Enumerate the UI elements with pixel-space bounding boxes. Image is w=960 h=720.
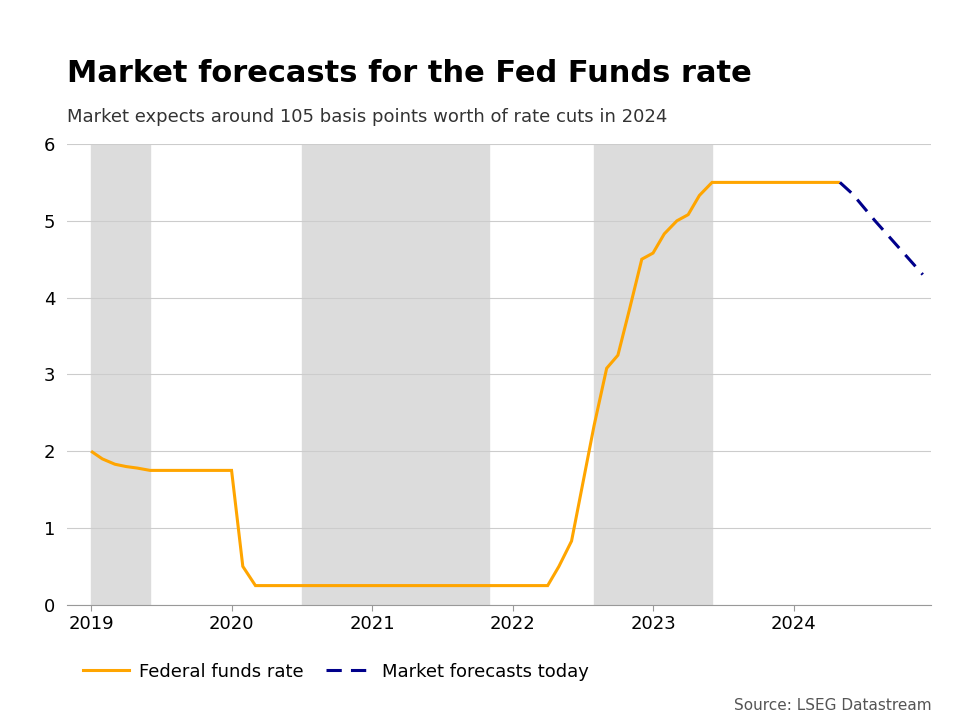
Bar: [594, 144, 712, 605]
Legend: Federal funds rate, Market forecasts today: Federal funds rate, Market forecasts tod…: [76, 655, 596, 688]
Bar: [301, 144, 489, 605]
Bar: [91, 144, 150, 605]
Text: Market forecasts for the Fed Funds rate: Market forecasts for the Fed Funds rate: [67, 58, 752, 88]
Text: Source: LSEG Datastream: Source: LSEG Datastream: [733, 698, 931, 713]
Text: Market expects around 105 basis points worth of rate cuts in 2024: Market expects around 105 basis points w…: [67, 107, 667, 125]
